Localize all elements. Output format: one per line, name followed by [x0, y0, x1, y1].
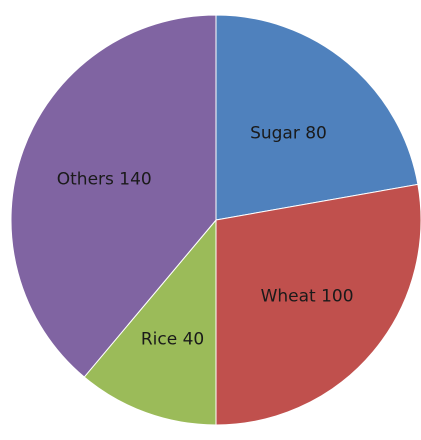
pie-label-rice: Rice 40	[141, 329, 204, 349]
pie-label-sugar: Sugar 80	[250, 124, 327, 144]
pie-slices	[10, 14, 421, 426]
pie-slice-sugar	[215, 14, 419, 221]
pie-slice-others	[10, 14, 217, 378]
pie-slice-rice	[83, 218, 217, 426]
pie-label-wheat: Wheat 100	[261, 286, 354, 306]
pie-label-others: Others 140	[57, 169, 152, 189]
pie-labels: Sugar 80 Wheat 100 Rice 40 Others 140	[57, 124, 354, 350]
